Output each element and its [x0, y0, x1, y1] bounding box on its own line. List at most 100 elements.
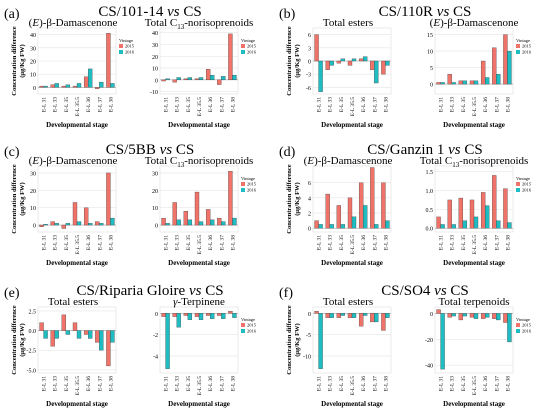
bar-2016-7: [507, 50, 512, 85]
x-tick-label: E-L 37: [372, 97, 378, 112]
x-tick-label: E-L 38: [108, 97, 114, 112]
bar-2015-7: [106, 33, 111, 88]
bar-2015-2: [172, 313, 177, 317]
y-tick-label: 4: [308, 196, 311, 202]
x-tick-label: E-L 35: [461, 376, 467, 391]
x-axis-label: Developmental stage: [443, 400, 505, 408]
x-tick-label: E-L 35: [186, 235, 192, 250]
bar-2016-1: [43, 224, 48, 226]
legend-title: Vintage: [516, 317, 530, 322]
bar-2016-4: [351, 58, 357, 62]
y-axis-label: (μg/Kg FW): [294, 44, 301, 77]
bar-2016-2: [329, 60, 334, 66]
y-tick-label: 0: [155, 78, 158, 84]
y-tick-label: 0: [33, 86, 36, 92]
x-tick-label: E-L 35.5: [350, 376, 356, 396]
bar-2015-7: [503, 34, 508, 85]
legend-label-2016: 2016: [522, 188, 532, 193]
bar-2015-3: [61, 85, 67, 88]
bar-2016-5: [484, 313, 490, 318]
x-tick-label: E-L 38: [383, 235, 389, 250]
x-tick-label: E-L 38: [505, 97, 511, 112]
bar-2015-6: [217, 217, 222, 226]
y-axis-label: Concentration difference: [11, 305, 18, 374]
bar-2016-7: [507, 313, 512, 343]
y-axis-label: (μg/Kg FW): [294, 182, 301, 215]
bar-2015-3: [336, 205, 342, 229]
bar-2015-2: [172, 79, 177, 83]
bar-2016-2: [451, 313, 456, 317]
legend-label-2015: 2015: [247, 182, 257, 187]
y-tick-label: 20: [30, 189, 36, 195]
y-axis-label: Concentration difference: [286, 305, 293, 374]
panel-title: CS/Ganzin 1 vs CS: [367, 142, 482, 158]
y-tick-label: 40: [30, 33, 36, 39]
bar-2015-3: [61, 224, 67, 229]
bar-2016-7: [232, 217, 237, 226]
bar-2016-2: [54, 83, 59, 88]
bar-2016-7: [385, 60, 390, 66]
x-tick-label: E-L 38: [383, 97, 389, 112]
x-tick-label: E-L 38: [230, 97, 236, 112]
x-tick-label: E-L 33: [450, 235, 456, 250]
legend-title: Vintage: [119, 38, 133, 43]
y-tick-label: -2: [153, 333, 158, 339]
bar-2015-5: [358, 58, 364, 62]
x-tick-label: E-L 36: [86, 97, 92, 112]
x-tick-label: E-L 35.5: [350, 97, 356, 117]
legend-title: Vintage: [516, 176, 530, 181]
plot-subtitle: Total esters: [323, 296, 373, 308]
bar-2016-5: [87, 330, 93, 339]
bar-2015-1: [436, 216, 441, 229]
bar-2016-4: [473, 216, 479, 229]
plot-subtitle: Total terpenoids: [438, 296, 509, 308]
y-tick-label: 15: [427, 33, 433, 39]
bar-2015-1: [161, 79, 166, 82]
legend-title: Vintage: [241, 317, 255, 322]
panel-letter: (a): [4, 7, 20, 22]
panel-letter: (d): [279, 145, 296, 160]
x-axis-label: Developmental stage: [46, 400, 108, 408]
bar-2016-7: [385, 220, 390, 229]
bar-2016-4: [76, 83, 82, 88]
bar-2015-3: [458, 197, 464, 229]
y-tick-label: 0: [430, 83, 433, 89]
legend-swatch-2016: [119, 50, 123, 54]
x-tick-label: E-L 35.5: [75, 376, 81, 396]
y-tick-label: 0: [308, 312, 311, 318]
x-tick-label: E-L 33: [175, 376, 181, 391]
x-axis-label: Developmental stage: [443, 121, 505, 129]
bar-2016-2: [329, 224, 334, 229]
bar-2015-7: [228, 311, 233, 314]
x-tick-label: E-L 33: [53, 235, 59, 250]
bar-2015-7: [503, 188, 508, 229]
bar-2016-5: [362, 56, 368, 62]
bar-2015-7: [381, 182, 386, 229]
x-tick-label: E-L 35.5: [472, 97, 478, 117]
x-tick-label: E-L 33: [53, 97, 59, 112]
bar-2016-3: [340, 224, 346, 229]
legend-label-2015: 2015: [522, 44, 532, 49]
x-tick-label: E-L 31: [317, 376, 323, 391]
bar-2016-3: [340, 313, 346, 316]
y-axis-label: (μg/Kg FW): [19, 44, 26, 77]
bar-2015-5: [358, 313, 364, 327]
panel-title: CS/110R vs CS: [379, 4, 472, 20]
bar-2016-7: [507, 222, 512, 229]
y-tick-label: -2.5: [27, 349, 37, 355]
bar-2016-3: [462, 313, 468, 317]
x-tick-label: E-L 36: [208, 235, 214, 250]
bar-2016-1: [440, 224, 445, 229]
y-tick-label: 30: [152, 171, 158, 177]
y-tick-label: 0: [155, 224, 158, 230]
plot-area: [159, 27, 239, 95]
panel-title: CS/101-14 vs CS: [98, 4, 201, 20]
x-tick-label: E-L 38: [505, 376, 511, 391]
panel-title: CS/5BB vs CS: [106, 142, 194, 158]
x-tick-label: E-L 36: [483, 376, 489, 391]
x-tick-label: E-L 35: [339, 235, 345, 250]
legend-swatch-2015: [119, 44, 123, 48]
bar-2015-1: [314, 311, 319, 314]
bar-2015-4: [72, 85, 78, 88]
bar-2015-5: [480, 60, 486, 85]
